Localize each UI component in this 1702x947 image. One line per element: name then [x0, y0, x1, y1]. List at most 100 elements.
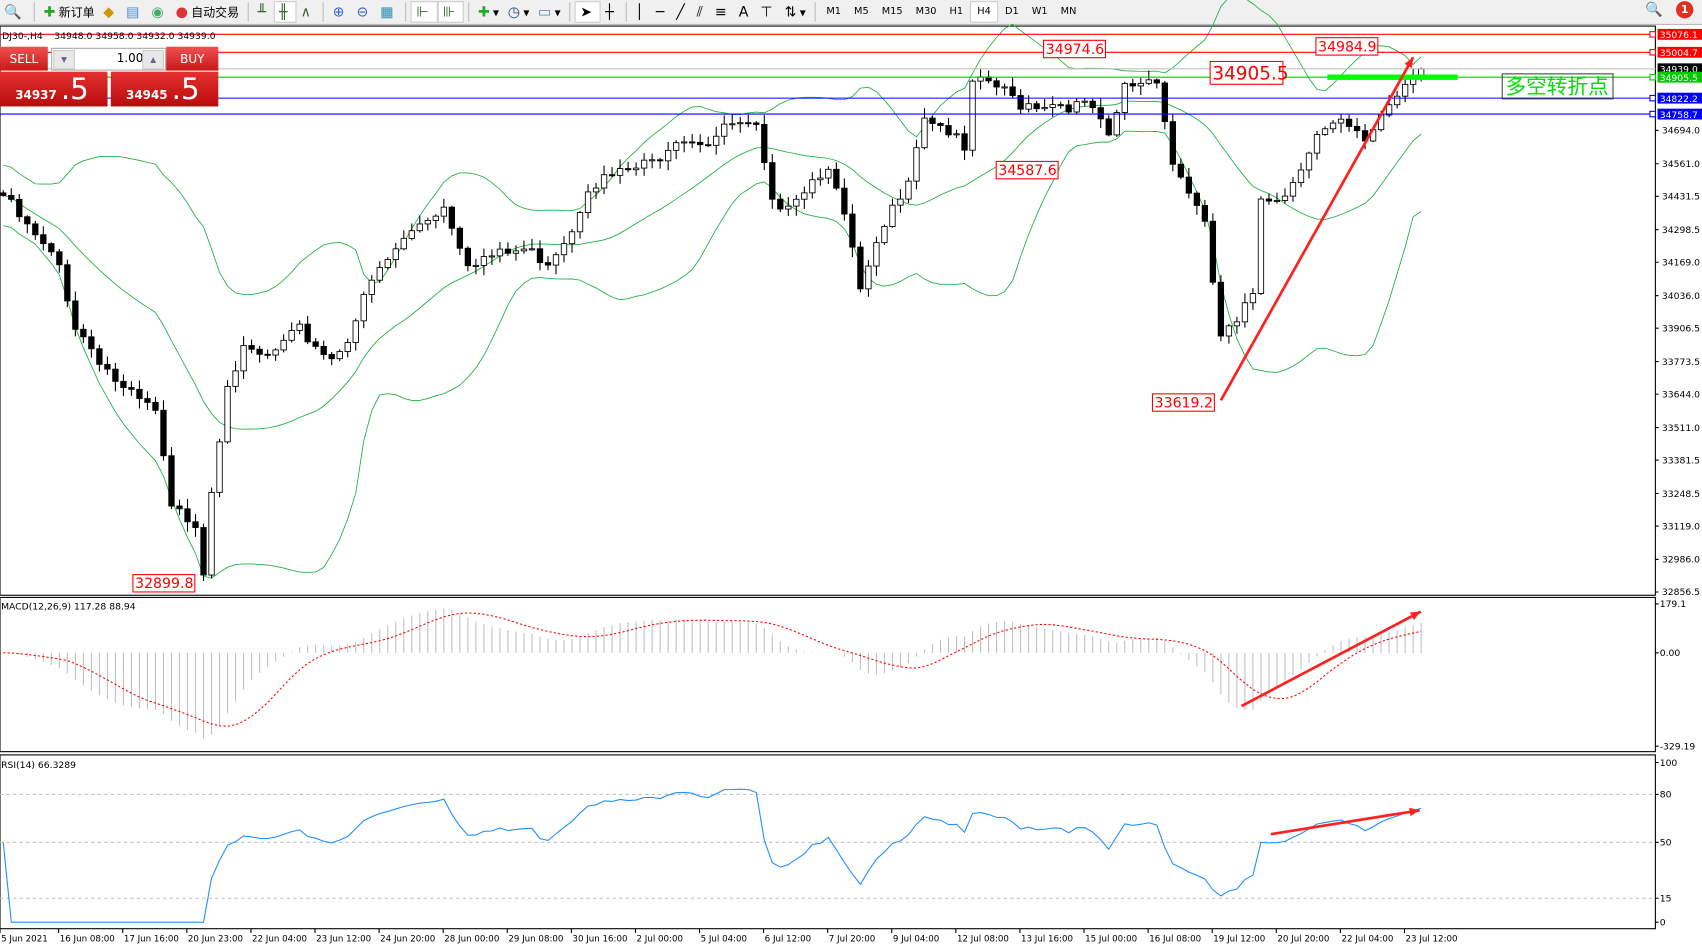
signals-button[interactable]: ◉: [147, 1, 171, 23]
timeframe-d1[interactable]: D1: [1004, 6, 1019, 18]
candle: [648, 153, 656, 169]
terminal-icon: ▤: [126, 3, 140, 21]
text-label-button[interactable]: ⊤: [756, 1, 780, 23]
candle-body: [512, 250, 520, 254]
price-tag-text: 35076.1: [1660, 30, 1698, 41]
crosshair-button[interactable]: ┼: [601, 1, 621, 23]
candle-body: [1137, 82, 1144, 87]
candle-body: [697, 141, 704, 146]
candle: [1073, 98, 1080, 114]
divider: [625, 2, 627, 22]
candle: [833, 162, 840, 191]
candle-body: [576, 212, 584, 233]
lot-decrease-button[interactable]: ▼: [53, 49, 75, 70]
price-label-box: [1209, 60, 1284, 85]
annotation-box: [1501, 73, 1614, 100]
candle: [1041, 99, 1048, 112]
timeframe-m30[interactable]: M30: [915, 6, 937, 18]
candle-body: [312, 341, 319, 347]
trendline-button[interactable]: ╱: [672, 1, 692, 23]
buy-button[interactable]: BUY: [166, 46, 219, 71]
sell-price-button[interactable]: 34937.5: [0, 71, 108, 107]
candle-body: [176, 505, 183, 510]
candle-body: [1249, 293, 1257, 304]
candle: [232, 360, 239, 393]
candle: [568, 228, 576, 253]
lot-increase-button[interactable]: ▲: [142, 49, 165, 70]
sell-button[interactable]: SELL: [0, 46, 48, 71]
arrows-button[interactable]: ⇅ ▾: [784, 3, 806, 21]
price-tag: [1657, 63, 1702, 75]
candle: [600, 165, 608, 195]
zoom-out-button[interactable]: ⊖: [352, 1, 376, 23]
candle-body: [865, 265, 872, 290]
timeframe-m1[interactable]: M1: [826, 6, 842, 18]
candle-body: [184, 508, 191, 523]
zoom-in-button[interactable]: ⊕: [328, 1, 352, 23]
buy-price-button[interactable]: 34945.5: [110, 71, 219, 107]
horizontal-line-button[interactable]: ─: [651, 1, 671, 23]
text-button[interactable]: A: [734, 1, 756, 23]
buy-price-frac: .5: [171, 72, 200, 107]
candle-body: [632, 167, 640, 171]
new-order-button[interactable]: ✚ 新订单: [39, 1, 99, 23]
timeframe-m15[interactable]: M15: [881, 6, 903, 18]
chart-shift-button[interactable]: ⊪: [437, 1, 464, 23]
chart-shift-icon: ⊪: [442, 3, 456, 21]
navigator-button[interactable]: ◆: [99, 1, 122, 23]
candle-body: [1161, 82, 1168, 123]
candle-body: [1321, 128, 1329, 135]
x-tick-label: 16 Jul 08:00: [1149, 935, 1201, 945]
candlestick-button[interactable]: ╫: [273, 1, 297, 23]
price-label: 34974.6: [1046, 42, 1104, 58]
channel-button[interactable]: ⫽: [692, 1, 710, 23]
timeframe-mn[interactable]: MN: [1060, 6, 1077, 18]
candle: [1337, 113, 1345, 133]
candle-body: [616, 168, 624, 176]
candle: [1201, 200, 1209, 227]
candle: [1001, 83, 1008, 96]
candle: [1017, 89, 1024, 115]
line-chart-button[interactable]: ∧: [296, 1, 318, 23]
candle: [761, 115, 768, 171]
candle: [368, 275, 375, 303]
search-icon[interactable]: 🔍: [1645, 1, 1663, 18]
candle: [624, 161, 632, 173]
candle: [400, 230, 407, 251]
candle: [408, 223, 415, 241]
chart-header-symbol: DJ30-,H4: [2, 31, 43, 42]
vertical-line-button[interactable]: │: [631, 1, 651, 23]
candle: [496, 241, 504, 263]
cursor-button[interactable]: ➤: [574, 1, 601, 23]
tile-windows-button[interactable]: ▦: [376, 1, 401, 23]
zoom-tool-button[interactable]: 🔍: [0, 1, 30, 23]
candle: [248, 339, 255, 354]
indicators-button[interactable]: ✚ ▾: [477, 3, 500, 21]
template-icon: ▭: [538, 3, 552, 21]
timeframe-w1[interactable]: W1: [1031, 6, 1048, 18]
candle: [1273, 192, 1281, 204]
timeframe-h1[interactable]: H1: [949, 6, 964, 18]
candle-body: [192, 521, 199, 528]
lot-size-input[interactable]: [76, 49, 146, 67]
candle: [1353, 118, 1361, 139]
timeframe-m5[interactable]: M5: [854, 6, 869, 18]
notification-badge[interactable]: 1: [1676, 1, 1694, 19]
autoscroll-button[interactable]: ⊩: [410, 1, 438, 23]
candle: [552, 252, 560, 275]
candle: [192, 514, 199, 537]
candle-body: [705, 144, 712, 147]
terminal-button[interactable]: ▤: [122, 1, 147, 23]
candle-body: [392, 248, 399, 260]
periods-button[interactable]: ◷ ▾: [507, 3, 530, 21]
timeframe-h4[interactable]: H4: [969, 1, 999, 23]
candle-body: [1113, 112, 1120, 136]
candle-body: [520, 248, 528, 252]
bar-chart-button[interactable]: ╨: [253, 1, 273, 23]
auto-trading-button[interactable]: ● 自动交易: [171, 1, 243, 23]
fibonacci-button[interactable]: ≡: [711, 1, 735, 23]
templates-button[interactable]: ▭ ▾: [538, 3, 561, 21]
candle-body: [1177, 163, 1184, 178]
